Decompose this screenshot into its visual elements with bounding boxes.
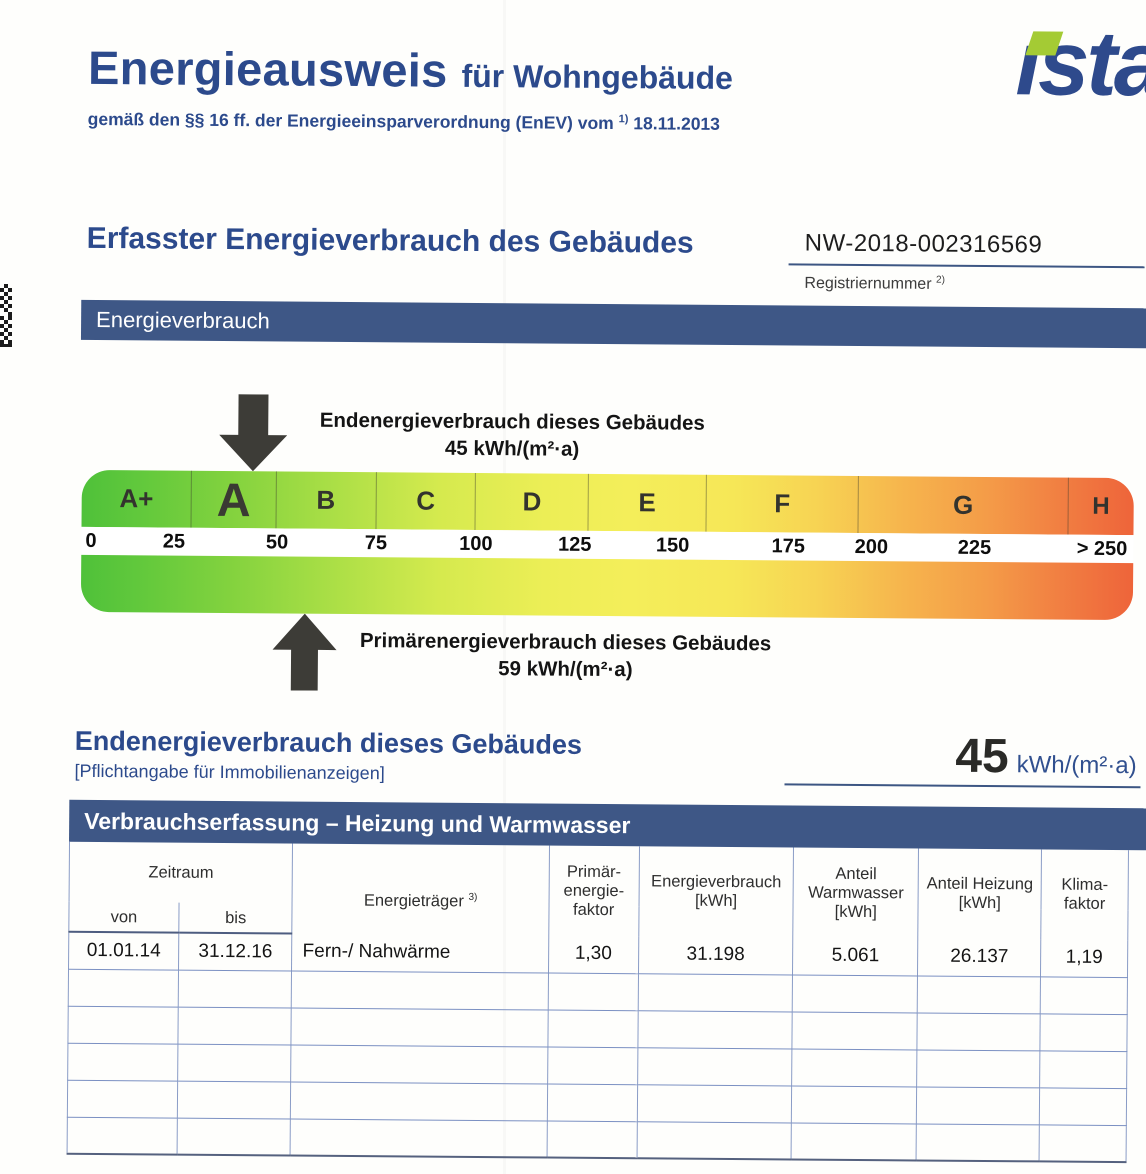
registration-number: NW-2018-002316569 [804, 229, 1043, 259]
col-header-klimafaktor: Klima- faktor [1040, 849, 1129, 941]
endenergie-heading-block: Endenergieverbrauch dieses Gebäudes [Pfl… [74, 726, 582, 786]
endenergie-value-box: 45 kWh/(m²·a) [784, 727, 1141, 789]
footnote-2-marker: 2) [936, 274, 945, 286]
energy-class-g: G [858, 475, 1069, 535]
footnote-1-marker: 1) [618, 113, 629, 126]
verbrauch-table: Zeitraum Energieträger 3) Primär- energi… [67, 841, 1129, 1163]
energy-class-band: A+ A B C D E F G H [81, 469, 1134, 536]
document-header: Energieausweis für Wohngebäude gemäß den… [88, 40, 734, 135]
tick-100: 100 [459, 532, 493, 556]
cell-energietraeger: Fern-/ Nahwärme [291, 933, 549, 973]
cell-primaerfaktor: 1,30 [548, 935, 639, 974]
energy-class-a-highlighted: A [191, 470, 277, 529]
registration-label: Registriernummer 2) [804, 274, 945, 293]
energy-gradient-band [80, 554, 1134, 621]
energy-class-a-plus: A+ [81, 469, 193, 528]
energy-scale-chart: Endenergieverbrauch dieses Gebäudes 45 k… [80, 388, 1134, 696]
col-header-zeitraum: Zeitraum [69, 841, 293, 904]
col-header-primaerfaktor: Primär- energie- faktor [548, 845, 640, 937]
footnote-3-marker: 3) [468, 891, 478, 903]
tick-175: 175 [771, 535, 806, 558]
cell-energieverbrauch: 31.198 [638, 936, 794, 975]
tick-225: 225 [957, 536, 992, 560]
energy-class-b: B [276, 471, 377, 530]
cell-anteil-heizung: 26.137 [917, 938, 1041, 977]
tick-150: 150 [655, 534, 690, 557]
tick-200: 200 [854, 535, 889, 559]
endenergie-heading: Endenergieverbrauch dieses Gebäudes [74, 725, 583, 760]
section-heading: Erfasster Energieverbrauch des Gebäudes [86, 221, 694, 260]
tick-75: 75 [364, 532, 388, 555]
tick-0: 0 [85, 529, 97, 552]
energy-class-d: D [475, 472, 589, 531]
primaerenergie-annotation: Primärenergieverbrauch dieses Gebäudes 5… [359, 629, 772, 682]
endenergie-annotation: Endenergieverbrauch dieses Gebäudes 45 k… [319, 408, 705, 461]
registration-number-box: NW-2018-002316569 [788, 229, 1145, 269]
ista-logo: ısta [1015, 12, 1146, 116]
tick-125: 125 [557, 533, 592, 556]
endenergie-unit: kWh/(m²·a) [1016, 751, 1137, 780]
col-subheader-von: von [68, 901, 180, 933]
energy-class-h: H [1092, 492, 1110, 520]
col-header-anteil-heizung: Anteil Heizung [kWh] [918, 848, 1042, 940]
page-title-suffix: für Wohngebäude [461, 57, 734, 96]
cell-von: 01.01.14 [68, 931, 179, 970]
energy-class-c: C [376, 472, 477, 530]
datamatrix-barcode-icon [0, 284, 16, 357]
col-subheader-bis: bis [178, 902, 293, 934]
page-title: Energieausweis [87, 40, 448, 97]
col-header-energieverbrauch: Energieverbrauch [kWh] [638, 846, 794, 938]
cell-bis: 31.12.16 [178, 932, 293, 971]
tick-50: 50 [265, 531, 289, 554]
energieverbrauch-banner: Energieverbrauch [80, 299, 1146, 349]
col-header-energietraeger: Energieträger 3) [292, 843, 550, 936]
endenergie-value: 45 [955, 729, 1009, 784]
cell-anteil-warmwasser: 5.061 [792, 937, 919, 976]
empty-table-row [67, 1116, 1127, 1163]
tick-over-250: > 250 [1076, 537, 1128, 561]
cell-klimafaktor: 1,19 [1040, 939, 1128, 978]
col-header-anteil-warmwasser: Anteil Warmwasser [kWh] [793, 847, 919, 939]
energy-class-f: F [706, 474, 860, 533]
page-subtitle: gemäß den §§ 16 ff. der Energieeinsparve… [87, 108, 721, 134]
tick-25: 25 [162, 530, 186, 553]
endenergie-subheading: [Pflichtangabe für Immobilienanzeigen] [74, 760, 385, 784]
energy-class-e: E [588, 473, 707, 532]
